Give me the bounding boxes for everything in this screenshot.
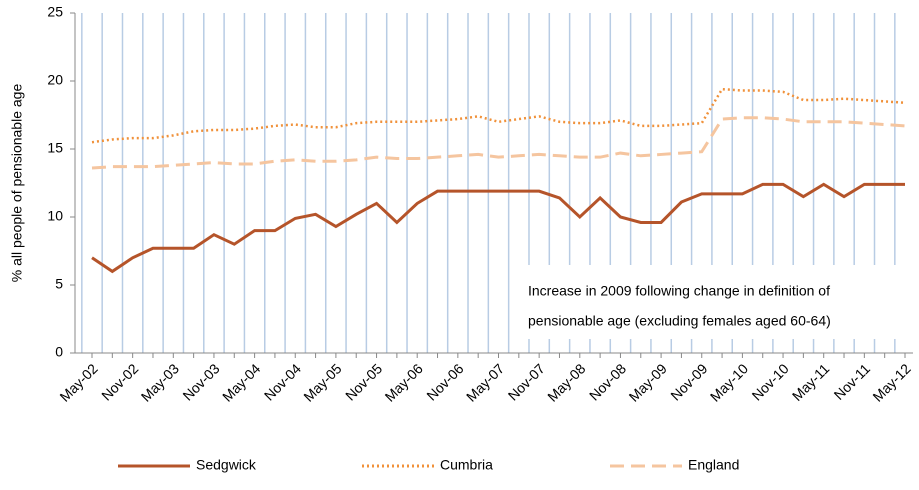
series-line [91, 116, 906, 170]
x-tick-label: May-07 [463, 360, 507, 404]
y-tick-label: 25 [47, 4, 63, 20]
x-tick-label: Nov-09 [667, 360, 710, 403]
x-tick-label: Nov-03 [179, 360, 222, 403]
x-tick-label: May-10 [707, 360, 751, 404]
y-tick-label: 10 [47, 208, 63, 224]
x-tick-label: May-08 [544, 360, 588, 404]
x-tick-label: May-06 [382, 360, 426, 404]
annotation: pensionable age (excluding females aged … [528, 313, 831, 329]
x-tick-label: Nov-06 [423, 360, 466, 403]
x-tick-label: May-04 [219, 360, 263, 404]
x-tick-label: May-03 [138, 360, 182, 404]
series-line [91, 87, 906, 144]
x-tick-label: May-12 [869, 360, 913, 404]
x-tick-label: Nov-08 [586, 360, 629, 403]
legend-label: Cumbria [440, 457, 493, 473]
legend-label: Sedgwick [196, 457, 257, 473]
x-tick-label: May-09 [626, 360, 670, 404]
y-tick-label: 15 [47, 140, 63, 156]
y-tick-label: 5 [55, 276, 63, 292]
annotation: Increase in 2009 following change in def… [528, 283, 830, 299]
x-tick-label: May-05 [300, 360, 344, 404]
series-line [91, 182, 905, 274]
annotation-box [510, 265, 915, 339]
x-tick-label: May-11 [789, 360, 833, 404]
legend-label: England [688, 457, 739, 473]
x-tick-label: Nov-02 [98, 360, 141, 403]
x-tick-label: Nov-11 [831, 360, 874, 403]
y-axis-label: % all people of pensionable age [9, 84, 25, 283]
x-tick-label: May-02 [56, 360, 100, 404]
x-tick-label: Nov-10 [749, 360, 792, 403]
y-tick-label: 20 [47, 72, 63, 88]
x-tick-label: Nov-04 [261, 360, 304, 403]
y-tick-label: 0 [55, 344, 63, 360]
x-tick-label: Nov-07 [505, 360, 548, 403]
x-tick-label: Nov-05 [342, 360, 385, 403]
